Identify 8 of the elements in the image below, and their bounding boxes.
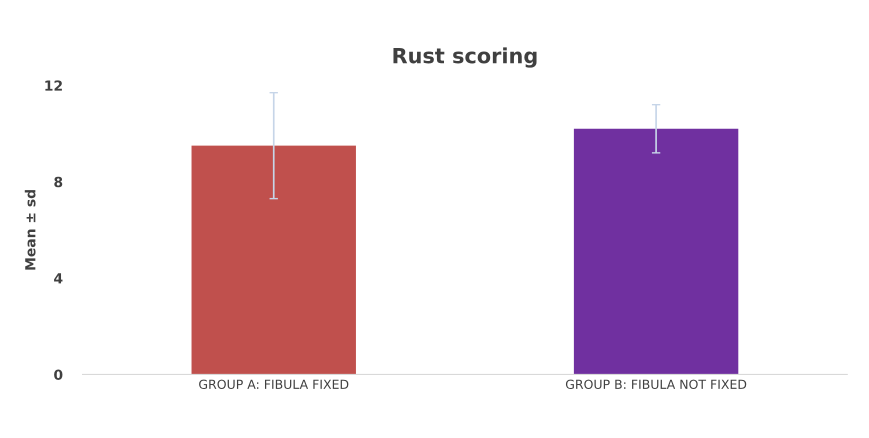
chart-title: Rust scoring (393, 47, 537, 68)
y-tick-label: 8 (54, 176, 62, 188)
x-tick-label: GROUP A: FIBULA FIXED (199, 380, 348, 390)
x-tick-label: GROUP B: FIBULA NOT FIXED (566, 380, 746, 390)
y-tick-label: 12 (45, 80, 62, 91)
y-tick-label: 0 (54, 369, 62, 380)
y-tick-label: 4 (54, 273, 62, 284)
y-axis-title: Mean ± sd (24, 190, 36, 270)
